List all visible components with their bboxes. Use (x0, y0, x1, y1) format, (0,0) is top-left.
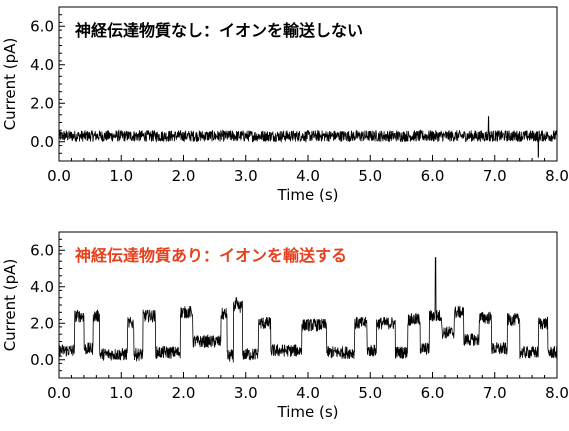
y-tick-label: 2.0 (30, 94, 54, 112)
panel-top: 0.0 1.0 2.0 3.0 4.0 5.0 6.0 7.0 8.0 0.0 2.0 4.0 6.0 T… (1, 6, 569, 204)
x-tick-label: 4.0 (296, 384, 320, 402)
y-tick-label: 6.0 (30, 241, 54, 259)
panel-annotation: 神経伝達物質なし：イオンを輸送しない (75, 21, 363, 40)
x-tick-label: 3.0 (234, 384, 258, 402)
y-tick-label: 4.0 (30, 56, 54, 74)
x-tick-label: 5.0 (358, 384, 382, 402)
x-tick-label: 4.0 (296, 167, 320, 185)
current-trace (58, 116, 558, 158)
x-tick-label: 0.0 (47, 384, 71, 402)
y-tick-label: 0.0 (30, 133, 54, 151)
x-tick-label: 6.0 (421, 167, 445, 185)
y-tick-label: 2.0 (30, 314, 54, 332)
x-tick-label: 5.0 (358, 167, 382, 185)
x-tick-label: 1.0 (109, 167, 133, 185)
x-tick-label: 8.0 (545, 167, 569, 185)
y-tick-label: 0.0 (30, 351, 54, 369)
x-axis-label: Time (s) (277, 403, 339, 421)
y-axis-label: Current (pA) (1, 38, 19, 131)
y-tick-label: 4.0 (30, 278, 54, 296)
x-tick-label: 0.0 (47, 167, 71, 185)
x-tick-label: 7.0 (483, 384, 507, 402)
panel-bottom: 0.0 1.0 2.0 3.0 4.0 5.0 6.0 7.0 8.0 0.0 2.0 4.0 6.0 T… (1, 231, 569, 421)
y-axis-label: Current (pA) (1, 259, 19, 352)
x-tick-label: 3.0 (234, 167, 258, 185)
x-axis-label: Time (s) (277, 186, 339, 204)
x-tick-label: 2.0 (172, 384, 196, 402)
y-tick-label: 6.0 (30, 17, 54, 35)
x-tick-label: 6.0 (421, 384, 445, 402)
x-tick-label: 1.0 (109, 384, 133, 402)
current-trace (58, 257, 558, 363)
x-tick-label: 2.0 (172, 167, 196, 185)
x-tick-label: 8.0 (545, 384, 569, 402)
x-tick-label: 7.0 (483, 167, 507, 185)
panel-annotation: 神経伝達物質あり：イオンを輸送する (75, 246, 347, 265)
